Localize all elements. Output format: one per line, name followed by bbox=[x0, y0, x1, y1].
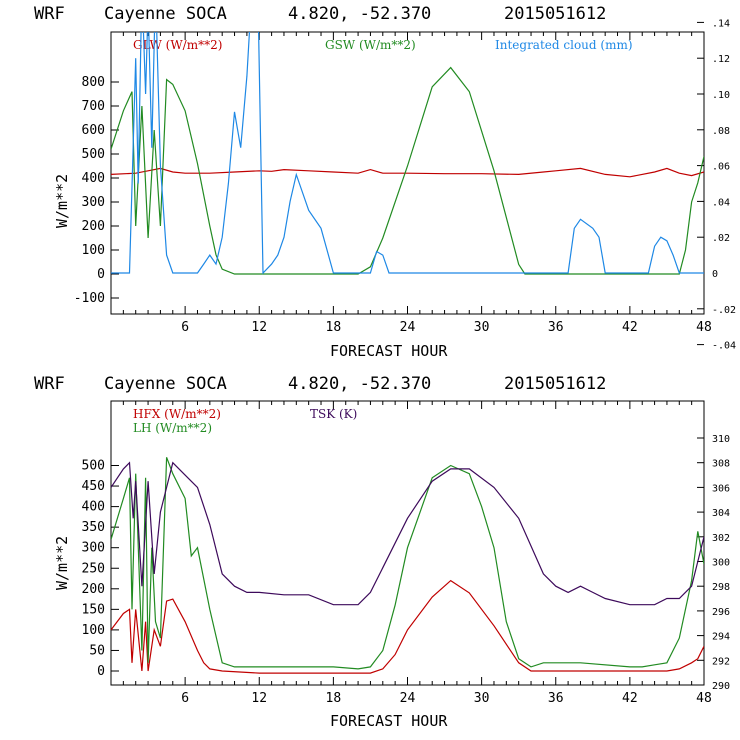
x-tick-label: 42 bbox=[622, 691, 638, 706]
series-line-tsk bbox=[111, 461, 704, 606]
chart2-series bbox=[111, 457, 704, 674]
chart1-title-run: 2015051612 bbox=[504, 4, 606, 24]
y-tick-label: 0 bbox=[97, 267, 105, 282]
y-tick-label: 300 bbox=[82, 541, 105, 556]
x-tick-label: 30 bbox=[474, 691, 490, 706]
chart2-ylabel: W/m**2 bbox=[53, 536, 71, 590]
panel-1: WRF Cayenne SOCA 4.820, -52.370 20150516… bbox=[34, 4, 736, 360]
chart2-title-coords: 4.820, -52.370 bbox=[288, 374, 431, 394]
x-tick-label: 48 bbox=[696, 691, 712, 706]
y2-tick-label: .06 bbox=[712, 162, 730, 173]
y2-tick-label: .04 bbox=[712, 197, 730, 208]
x-tick-label: 12 bbox=[251, 320, 267, 335]
x-tick-label: 12 bbox=[251, 691, 267, 706]
y2-tick-label: .08 bbox=[712, 126, 730, 137]
x-tick-label: 18 bbox=[326, 691, 342, 706]
y2-tick-label: .10 bbox=[712, 90, 730, 101]
y-tick-label: 200 bbox=[82, 219, 105, 234]
y-tick-label: 600 bbox=[82, 123, 105, 138]
y-tick-label: 50 bbox=[89, 643, 105, 658]
y2-tick-label: 296 bbox=[712, 607, 730, 618]
y-tick-label: 450 bbox=[82, 479, 105, 494]
y2-tick-label: 0 bbox=[712, 269, 718, 280]
chart1-xlabel: FORECAST HOUR bbox=[330, 342, 448, 360]
y2-tick-label: .12 bbox=[712, 54, 730, 65]
y-tick-label: 400 bbox=[82, 171, 105, 186]
y2-tick-label: 298 bbox=[712, 582, 730, 593]
chart2-legend-tsk: TSK (K) bbox=[310, 407, 357, 421]
panel-2: WRF Cayenne SOCA 4.820, -52.370 20150516… bbox=[34, 374, 730, 730]
y-tick-label: 300 bbox=[82, 195, 105, 210]
y-tick-label: 500 bbox=[82, 147, 105, 162]
x-tick-label: 24 bbox=[400, 691, 416, 706]
y2-tick-label: 290 bbox=[712, 681, 730, 692]
chart1-x-axis: 6 12 18 24 30 36 42 48 bbox=[122, 32, 712, 335]
y2-tick-label: 300 bbox=[712, 558, 730, 569]
chart2-title-model: WRF bbox=[34, 374, 65, 394]
y2-tick-label: .02 bbox=[712, 233, 730, 244]
y-tick-label: 200 bbox=[82, 582, 105, 597]
x-tick-label: 36 bbox=[548, 691, 564, 706]
chart1-series bbox=[111, 32, 704, 275]
y-tick-label: 350 bbox=[82, 520, 105, 535]
series-line-gsw bbox=[111, 66, 704, 275]
y2-tick-label: 302 bbox=[712, 533, 730, 544]
y2-tick-label: 292 bbox=[712, 656, 730, 667]
x-tick-label: 30 bbox=[474, 320, 490, 335]
y2-tick-label: 306 bbox=[712, 483, 730, 494]
y2-tick-label: -.02 bbox=[712, 305, 736, 316]
y-tick-label: -100 bbox=[74, 291, 105, 306]
chart1-y2-axis: .22.20.18.16.14.12.10.08.06.04.020-.02-.… bbox=[697, 18, 736, 352]
chart1-ylabel: W/m**2 bbox=[53, 174, 71, 228]
chart2-legend-hfx: HFX (W/m**2) bbox=[133, 407, 221, 421]
y-tick-label: 100 bbox=[82, 243, 105, 258]
chart2-title-run: 2015051612 bbox=[504, 374, 606, 394]
y-tick-label: 100 bbox=[82, 623, 105, 638]
y2-tick-label: .14 bbox=[712, 18, 730, 29]
y2-tick-label: 304 bbox=[712, 508, 730, 519]
y2-tick-label: 310 bbox=[712, 434, 730, 445]
x-tick-label: 6 bbox=[181, 691, 189, 706]
chart1-title-model: WRF bbox=[34, 4, 65, 24]
y-tick-label: 500 bbox=[82, 459, 105, 474]
y2-tick-label: 294 bbox=[712, 632, 730, 643]
x-tick-label: 36 bbox=[548, 320, 564, 335]
y2-tick-label: 308 bbox=[712, 459, 730, 470]
chart2-xlabel: FORECAST HOUR bbox=[330, 712, 448, 730]
y-tick-label: 0 bbox=[97, 664, 105, 679]
series-line-hfx bbox=[111, 579, 704, 674]
series-line-lh bbox=[111, 457, 704, 670]
x-tick-label: 18 bbox=[326, 320, 342, 335]
y2-tick-label: -.04 bbox=[712, 341, 736, 352]
y-tick-label: 700 bbox=[82, 99, 105, 114]
x-tick-label: 48 bbox=[696, 320, 712, 335]
y-tick-label: 250 bbox=[82, 561, 105, 576]
chart2-legend-lh: LH (W/m**2) bbox=[133, 421, 212, 435]
chart1-legend-gsw: GSW (W/m**2) bbox=[325, 38, 416, 52]
chart1-y-axis: 800 700 600 500 400 300 200 100 0 -100 bbox=[74, 75, 119, 306]
series-line-glw bbox=[111, 167, 704, 178]
y-tick-label: 150 bbox=[82, 602, 105, 617]
series-line-integrated bbox=[111, 32, 704, 275]
chart1-legend-cloud: Integrated cloud (mm) bbox=[495, 38, 633, 52]
x-tick-label: 6 bbox=[181, 320, 189, 335]
chart2-x-axis: 6 12 18 24 30 36 42 48 bbox=[122, 401, 712, 706]
chart2-y2-axis: 310 308 306 304 302 300 298 296 294 292 290 bbox=[697, 434, 730, 692]
chart2-title-station: Cayenne SOCA bbox=[104, 374, 227, 394]
y-tick-label: 400 bbox=[82, 500, 105, 515]
chart1-title-coords: 4.820, -52.370 bbox=[288, 4, 431, 24]
x-tick-label: 24 bbox=[400, 320, 416, 335]
chart1-legend-glw: GLW (W/m**2) bbox=[133, 38, 222, 52]
chart2-plot-frame bbox=[110, 400, 705, 686]
chart1-title-station: Cayenne SOCA bbox=[104, 4, 227, 24]
y-tick-label: 800 bbox=[82, 75, 105, 90]
x-tick-label: 42 bbox=[622, 320, 638, 335]
